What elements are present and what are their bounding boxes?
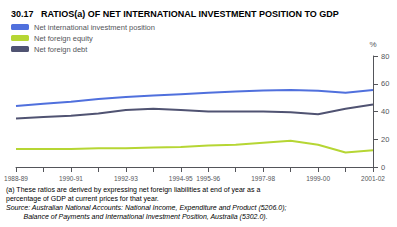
svg-text:Net foreign equity: Net foreign equity	[34, 34, 93, 43]
svg-text:1997-98: 1997-98	[251, 175, 275, 182]
svg-text:1994-95: 1994-95	[169, 175, 193, 182]
svg-text:percentage of GDP at current p: percentage of GDP at current prices for …	[6, 195, 159, 203]
svg-text:0: 0	[381, 163, 385, 172]
svg-text:1992-93: 1992-93	[114, 175, 138, 182]
svg-text:%: %	[369, 40, 376, 49]
svg-text:20: 20	[381, 135, 389, 144]
svg-text:Net foreign debt: Net foreign debt	[34, 45, 88, 54]
svg-text:Source: Australian National Ac: Source: Australian National Accounts: Na…	[6, 204, 286, 212]
svg-text:Balance of Payments and Intern: Balance of Payments and International In…	[6, 213, 268, 221]
svg-text:80: 80	[381, 52, 389, 61]
svg-text:60: 60	[381, 79, 389, 88]
svg-text:1995-96: 1995-96	[196, 175, 220, 182]
svg-text:2001-02: 2001-02	[361, 175, 385, 182]
svg-text:1990-91: 1990-91	[59, 175, 83, 182]
svg-text:40: 40	[381, 107, 389, 116]
svg-text:30.17 RATIOS(a) OF NET INTER: 30.17 RATIOS(a) OF NET INTERNATIONAL INV…	[11, 9, 339, 19]
svg-text:1999-00: 1999-00	[306, 175, 330, 182]
svg-text:1988-89: 1988-89	[4, 175, 28, 182]
svg-text:Net international investment p: Net international investment position	[34, 23, 155, 32]
svg-text:(a) These ratios are derived b: (a) These ratios are derived by expressi…	[6, 186, 260, 194]
